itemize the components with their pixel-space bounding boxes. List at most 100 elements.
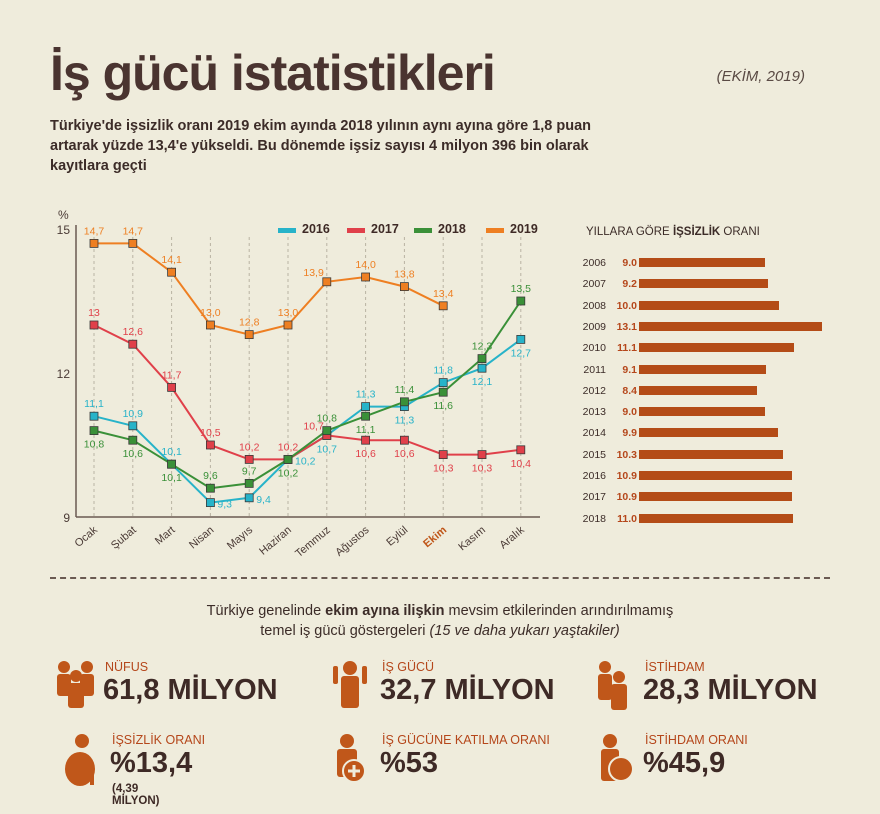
bar: [639, 513, 793, 523]
stat-label: İSTİHDAM: [645, 660, 705, 674]
bar-title-bold: İŞSİZLİK: [672, 226, 721, 238]
bar-chart-title: YILLARA GÖRE İŞSİZLİK ORANI: [586, 226, 760, 238]
data-label: 10,1: [161, 446, 182, 458]
data-label: 9,7: [242, 465, 257, 477]
data-point: [89, 411, 99, 421]
bar-value-label: 10.9: [616, 470, 637, 482]
stat-label: İŞ GÜCÜ: [382, 660, 435, 674]
data-point: [283, 454, 293, 464]
data-label: 9,3: [217, 499, 232, 511]
bar-value-label: 9.1: [622, 363, 637, 376]
bar-value-label: 9.2: [622, 278, 637, 291]
summary-text: temel iş gücü göstergeleri: [260, 623, 430, 639]
data-point: [516, 296, 526, 306]
data-point: [205, 440, 215, 450]
bar-year: 2006: [582, 257, 606, 269]
data-point: [399, 397, 409, 407]
data-label: 12,8: [239, 317, 260, 329]
bar-year: 2007: [582, 278, 606, 291]
data-point: [205, 498, 215, 508]
legend-label: 2019: [510, 222, 538, 236]
page-title: İş gücü istatistikleri: [50, 45, 496, 101]
population-icon: [57, 661, 94, 708]
legend-label: 2018: [438, 222, 466, 236]
stat-value: 61,8 MİLYON: [103, 674, 278, 706]
data-label: 13,4: [433, 288, 454, 300]
stat-extra: (4,39 MİLYON): [112, 783, 160, 807]
data-label: 10,7: [303, 420, 324, 432]
bar: [639, 407, 765, 417]
data-label: 11,3: [395, 415, 415, 427]
bar-year: 2008: [582, 299, 606, 312]
participation-icon: [337, 734, 366, 783]
legend-label: 2016: [302, 222, 330, 236]
bar: [639, 428, 778, 438]
dashed-divider: [50, 577, 830, 579]
bar: [639, 279, 768, 289]
bar-year: 2017: [582, 491, 606, 504]
legend-swatch-2016: [278, 228, 296, 233]
data-label: 13,9: [303, 267, 324, 279]
summary-heading: Türkiye genelinde ekim ayına ilişkin mev…: [0, 601, 880, 641]
data-point: [128, 339, 138, 349]
data-point: [516, 334, 526, 344]
data-label: 10,1: [161, 472, 182, 484]
data-point: [361, 435, 371, 445]
bar: [639, 471, 792, 480]
data-point: [477, 450, 487, 460]
data-label: 11,7: [162, 369, 182, 381]
x-tick-label: Şubat: [109, 524, 139, 552]
date-label: (EKİM, 2019): [716, 68, 805, 85]
data-label: 14,7: [84, 225, 105, 237]
x-tick-label: Mart: [153, 524, 178, 547]
data-label: 11,1: [356, 424, 376, 436]
bar-title-part: YILLARA GÖRE: [586, 226, 673, 238]
stat-value: %45,9: [643, 747, 726, 779]
data-point: [399, 282, 409, 291]
stat-value: 28,3 MİLYON: [643, 674, 818, 706]
bar-value-label: 9.0: [622, 257, 637, 269]
stat-value: %13,4: [110, 747, 193, 779]
data-point: [438, 387, 448, 397]
x-tick-label: Temmuz: [293, 524, 333, 560]
data-point: [438, 378, 448, 388]
y-tick-label: 12: [57, 367, 71, 381]
bar: [639, 449, 784, 459]
data-label: 13,5: [511, 283, 532, 295]
data-label: 11,4: [395, 384, 415, 396]
data-point: [167, 267, 177, 277]
data-label: 10,2: [278, 441, 299, 453]
summary-italic: (15 ve daha yukarı yaştakiler): [429, 623, 620, 639]
data-point: [244, 493, 254, 503]
bar-value-label: 11.1: [617, 342, 637, 355]
bar-year: 2010: [582, 342, 606, 355]
data-label: 10,2: [239, 441, 260, 453]
data-label: 12,6: [123, 326, 144, 338]
stat-value: 32,7 MİLYON: [380, 674, 555, 706]
legend-swatch-2018: [414, 228, 432, 233]
data-label: 11,6: [433, 400, 453, 412]
bar: [639, 300, 779, 310]
bar-value-label: 8.4: [622, 384, 637, 397]
data-point: [361, 411, 371, 421]
employment-rate-icon: [601, 734, 634, 782]
series-line-2018: [93, 300, 522, 490]
data-label: 10,3: [472, 463, 493, 475]
data-label: 12,7: [511, 347, 532, 359]
data-label: 10,2: [295, 455, 316, 467]
data-label: 13: [88, 307, 100, 319]
bar-year: 2011: [583, 363, 606, 376]
data-point: [399, 435, 409, 445]
data-point: [322, 426, 332, 436]
series-line-2017: [93, 324, 521, 461]
data-point: [361, 272, 371, 282]
data-label: 11,1: [84, 398, 104, 410]
bar-title-part: ORANI: [720, 226, 760, 238]
legend-swatch-2019: [486, 228, 504, 233]
bar-value-label: 11.0: [617, 512, 637, 525]
data-point: [477, 354, 487, 364]
x-tick-label: Ocak: [73, 524, 101, 550]
data-point: [89, 426, 99, 436]
bar-year: 2014: [582, 427, 606, 440]
